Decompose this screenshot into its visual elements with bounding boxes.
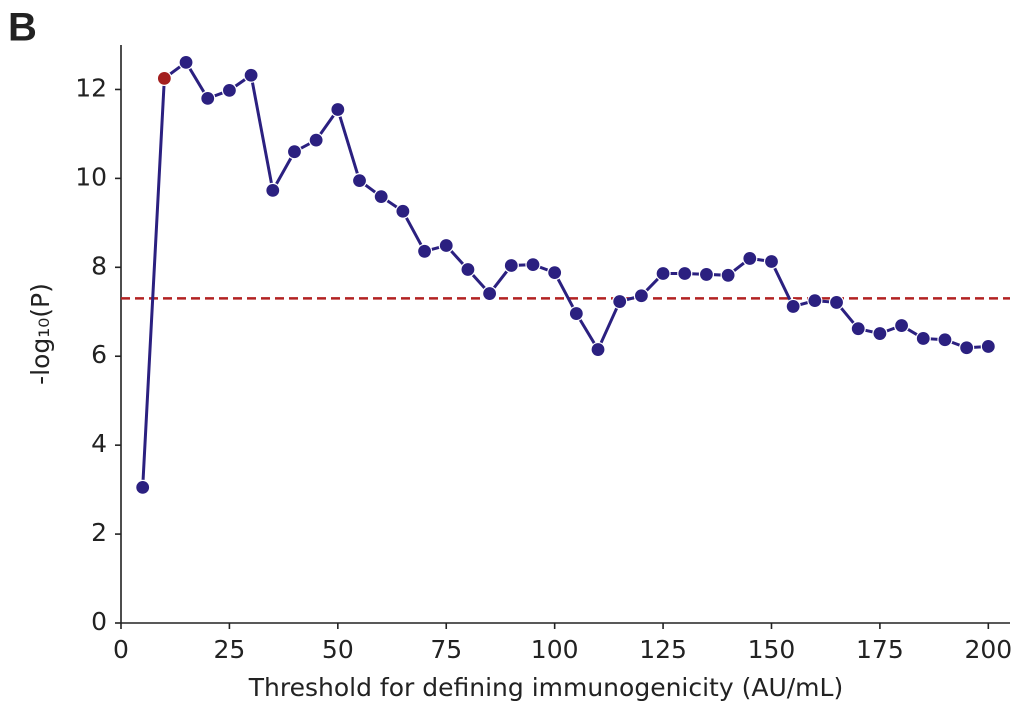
point [568, 305, 584, 322]
x-tick-label: 25 [214, 635, 246, 664]
point [893, 317, 910, 334]
x-tick-label: 125 [639, 635, 687, 664]
point [612, 293, 628, 310]
point [243, 67, 259, 83]
point [742, 250, 758, 267]
point [633, 288, 649, 304]
x-tick-label: 50 [322, 635, 354, 664]
point [698, 266, 715, 283]
x-tick-label: 0 [113, 635, 129, 664]
point [655, 265, 671, 282]
y-tick-label: 6 [91, 340, 107, 369]
point [460, 261, 476, 278]
point [547, 265, 563, 281]
point [135, 479, 151, 495]
x-tick-label: 150 [748, 635, 796, 664]
point [482, 285, 498, 302]
x-tick-label: 200 [964, 635, 1012, 664]
y-tick-label: 0 [91, 607, 107, 636]
point [330, 101, 346, 118]
point [590, 341, 606, 358]
point [980, 338, 996, 355]
point [308, 132, 324, 148]
point [720, 267, 736, 283]
point [200, 90, 216, 106]
point [850, 321, 866, 337]
x-tick-label: 75 [430, 635, 462, 664]
point [503, 257, 519, 274]
y-tick-label: 10 [75, 162, 107, 191]
point [416, 243, 433, 259]
point [351, 173, 368, 189]
x-tick-label: 100 [531, 635, 579, 664]
point [178, 54, 194, 70]
panel-label: B [8, 6, 37, 50]
y-axis-label: -log₁₀(P) [26, 283, 55, 385]
x-tick-label: 175 [856, 635, 904, 664]
point [286, 144, 303, 160]
line [141, 60, 989, 488]
point [525, 257, 541, 273]
point [395, 203, 411, 219]
point [677, 265, 693, 282]
point [915, 330, 931, 347]
point [763, 253, 780, 270]
point [828, 294, 845, 311]
point [959, 340, 975, 356]
point [438, 237, 454, 254]
point [265, 182, 281, 198]
x-axis-label: Threshold for defining immunogenicity (A… [248, 673, 843, 702]
y-tick-label: 2 [91, 518, 107, 547]
point [221, 82, 238, 98]
point [785, 298, 801, 315]
point [156, 70, 172, 86]
y-tick-label: 8 [91, 251, 107, 280]
point [373, 189, 389, 205]
point [807, 293, 823, 309]
y-tick-label: 4 [91, 429, 107, 458]
y-tick-label: 12 [75, 73, 107, 102]
point [937, 332, 953, 348]
point [872, 325, 888, 342]
